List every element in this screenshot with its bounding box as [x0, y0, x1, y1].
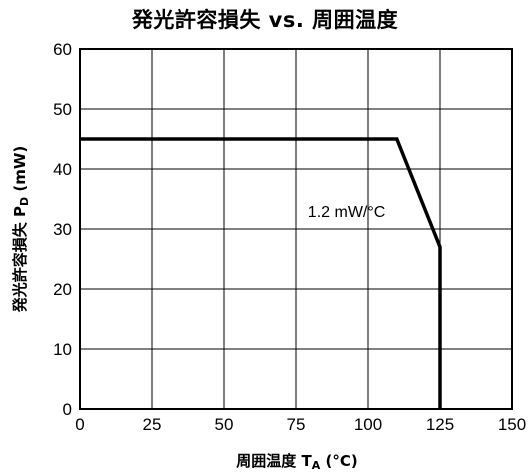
- x-tick-label: 125: [426, 415, 454, 434]
- y-tick-label: 40: [53, 160, 72, 179]
- grid-lines: [80, 49, 512, 409]
- y-axis-label: 発光許容損失 PD (mW): [11, 146, 31, 313]
- y-tick-labels: 0 10 20 30 40 50 60: [53, 40, 72, 419]
- y-tick-label: 30: [53, 220, 72, 239]
- x-tick-label: 50: [215, 415, 234, 434]
- y-axis-label-main: 発光許容損失 P: [11, 206, 29, 313]
- x-tick-label: 100: [354, 415, 382, 434]
- y-tick-label: 50: [53, 100, 72, 119]
- x-tick-label: 25: [143, 415, 162, 434]
- x-axis-label: 周囲温度 TA (°C): [236, 452, 357, 472]
- y-tick-label: 60: [53, 40, 72, 59]
- x-tick-label: 0: [75, 415, 84, 434]
- x-tick-label: 75: [287, 415, 306, 434]
- x-axis-label-unit: (°C): [320, 452, 357, 470]
- plot-frame: [79, 48, 513, 410]
- y-tick-label: 20: [53, 280, 72, 299]
- slope-annotation: 1.2 mW/°C: [308, 204, 386, 221]
- chart-title: 発光許容損失 vs. 周囲温度: [131, 8, 399, 32]
- y-tick-label: 0: [63, 400, 72, 419]
- x-axis-label-sub: A: [312, 459, 321, 472]
- x-tick-label: 150: [498, 415, 526, 434]
- y-tick-label: 10: [53, 340, 72, 359]
- x-tick-labels: 0 25 50 75 100 125 150: [75, 415, 526, 434]
- x-axis-label-main: 周囲温度 T: [236, 452, 312, 470]
- y-axis-label-sub: D: [18, 197, 31, 206]
- series-line: [80, 137, 442, 409]
- y-axis-label-unit: (mW): [11, 146, 29, 197]
